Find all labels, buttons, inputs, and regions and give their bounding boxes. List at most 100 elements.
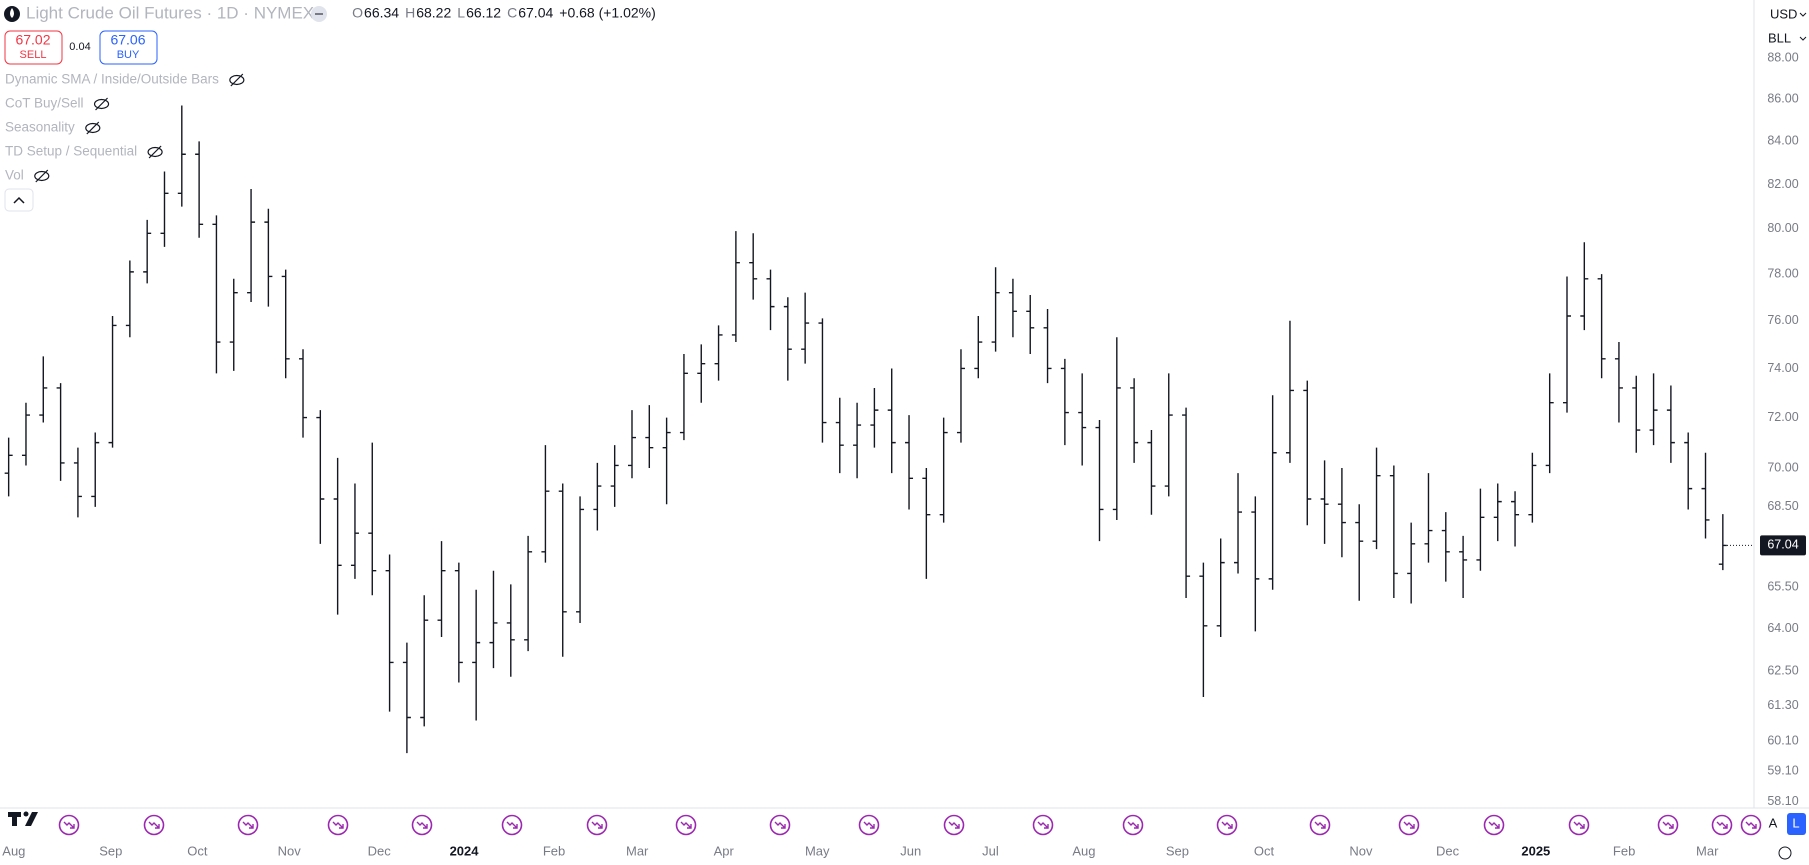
ohlc-bar <box>1597 274 1606 379</box>
x-tick-label: Nov <box>278 843 302 858</box>
ohlc-bar <box>299 349 308 438</box>
sell-price: 67.02 <box>15 32 50 48</box>
eye-slash <box>95 97 108 111</box>
event-marker[interactable] <box>58 814 80 836</box>
ohlc-values: O 66.34 H 68.22 L 66.12 C 67.04 <box>352 5 553 21</box>
buy-price: 67.06 <box>110 32 145 48</box>
eye-icon[interactable] <box>93 98 110 110</box>
event-marker[interactable] <box>1568 814 1590 836</box>
ohlc-bar <box>749 233 758 300</box>
event-marker[interactable] <box>501 814 523 836</box>
buy-button[interactable] <box>99 30 158 65</box>
x-tick-label: Mar <box>626 843 649 858</box>
event-marker[interactable] <box>237 814 259 836</box>
event-marker[interactable] <box>675 814 697 836</box>
event-marker[interactable] <box>943 814 965 836</box>
x-tick-label: Oct <box>1254 843 1275 858</box>
event-arrow <box>242 821 254 829</box>
event-arrow <box>863 821 875 829</box>
ohlc-bar <box>870 387 879 448</box>
ohlc-bar <box>21 402 30 466</box>
ohlc-bar <box>39 356 48 423</box>
y-tick-label: 58.10 <box>1767 794 1798 808</box>
event-marker[interactable] <box>411 814 433 836</box>
ohlc-bar <box>610 445 619 507</box>
auto-scale[interactable]: A <box>1769 815 1778 830</box>
ohlc-bar <box>1459 535 1468 599</box>
event-arrow <box>1745 821 1757 829</box>
ohlc-bar <box>420 595 429 727</box>
event-marker[interactable] <box>769 814 791 836</box>
ohlc-bar <box>333 457 342 615</box>
event-marker[interactable] <box>1309 814 1331 836</box>
ohlc-bar <box>108 316 117 448</box>
log-button[interactable] <box>1787 813 1806 835</box>
eye-icon[interactable] <box>147 146 163 158</box>
event-marker[interactable] <box>143 814 165 836</box>
ohlc-bar <box>524 535 533 652</box>
ohlc-bar <box>922 468 931 579</box>
eye-icon[interactable] <box>229 74 245 86</box>
event-marker[interactable] <box>327 814 349 836</box>
event-marker[interactable] <box>1483 814 1505 836</box>
log-scale[interactable]: L <box>1792 815 1799 830</box>
ohlc-bar <box>1182 407 1191 599</box>
event-marker[interactable] <box>1711 814 1733 836</box>
eye-icon[interactable] <box>85 122 101 134</box>
ohlc-bar <box>1718 514 1727 571</box>
event-marker[interactable] <box>1032 814 1054 836</box>
ohlc-bar <box>316 410 325 544</box>
event-arrow <box>63 821 75 829</box>
indicator-name: Dynamic SMA / Inside/Outside Bars <box>5 72 219 87</box>
event-marker[interactable] <box>586 814 608 836</box>
ohlc-bar <box>887 368 896 474</box>
settings-icon[interactable] <box>1778 846 1792 860</box>
event-marker[interactable] <box>858 814 880 836</box>
symbol-title[interactable]: Light Crude Oil Futures · 1D · NYMEX <box>26 3 314 22</box>
ohlc-bar <box>4 437 13 497</box>
event-marker[interactable] <box>1740 814 1762 836</box>
y-tick-label: 84.00 <box>1767 134 1798 148</box>
event-marker[interactable] <box>1657 814 1679 836</box>
y-tick-label: 64.00 <box>1767 621 1798 635</box>
ohlc-value: 66.34 <box>364 5 399 21</box>
x-tick-label: Feb <box>543 843 565 858</box>
currency[interactable]: USD <box>1770 6 1797 21</box>
ohlc-bar <box>160 171 169 247</box>
event-marker[interactable] <box>1122 814 1144 836</box>
ohlc-bar <box>229 278 238 371</box>
event-marker[interactable] <box>1216 814 1238 836</box>
ohlc-bar <box>1026 294 1035 355</box>
ohlc-bar <box>1285 320 1294 463</box>
event-arrow <box>1314 821 1326 829</box>
y-tick-label: 60.10 <box>1767 733 1798 747</box>
ohlc-bar <box>1303 380 1312 526</box>
logo <box>8 812 38 826</box>
x-tick-label: Apr <box>714 843 735 858</box>
ohlc-bar <box>662 417 671 505</box>
ohlc-letter: H <box>405 5 415 21</box>
sell-button[interactable] <box>4 30 63 65</box>
last-price-box <box>1760 535 1806 556</box>
ohlc-bar <box>1060 358 1069 446</box>
ohlc-bar <box>835 397 844 474</box>
ohlc-bar <box>437 541 446 637</box>
ohlc-bar <box>1666 385 1675 463</box>
ohlc-bar <box>1649 373 1658 446</box>
ohlc-bar <box>627 410 636 479</box>
collapse-legend[interactable] <box>4 188 34 212</box>
ohlc-value: 66.12 <box>466 5 501 21</box>
event-arrow <box>774 821 786 829</box>
eye-icon[interactable] <box>34 170 50 182</box>
unit[interactable]: BLL <box>1768 30 1791 45</box>
ohlc-bar <box>1424 473 1433 563</box>
indicator-list: Dynamic SMA / Inside/Outside Bars CoT Buy… <box>5 72 245 183</box>
ohlc-bar <box>385 554 394 712</box>
y-tick-label: 82.00 <box>1767 177 1798 191</box>
chevron <box>13 196 25 204</box>
event-marker[interactable] <box>1398 814 1420 836</box>
x-tick-label: May <box>805 843 830 858</box>
y-tick-label: 86.00 <box>1767 92 1798 106</box>
y-tick-label: 70.00 <box>1767 460 1798 474</box>
